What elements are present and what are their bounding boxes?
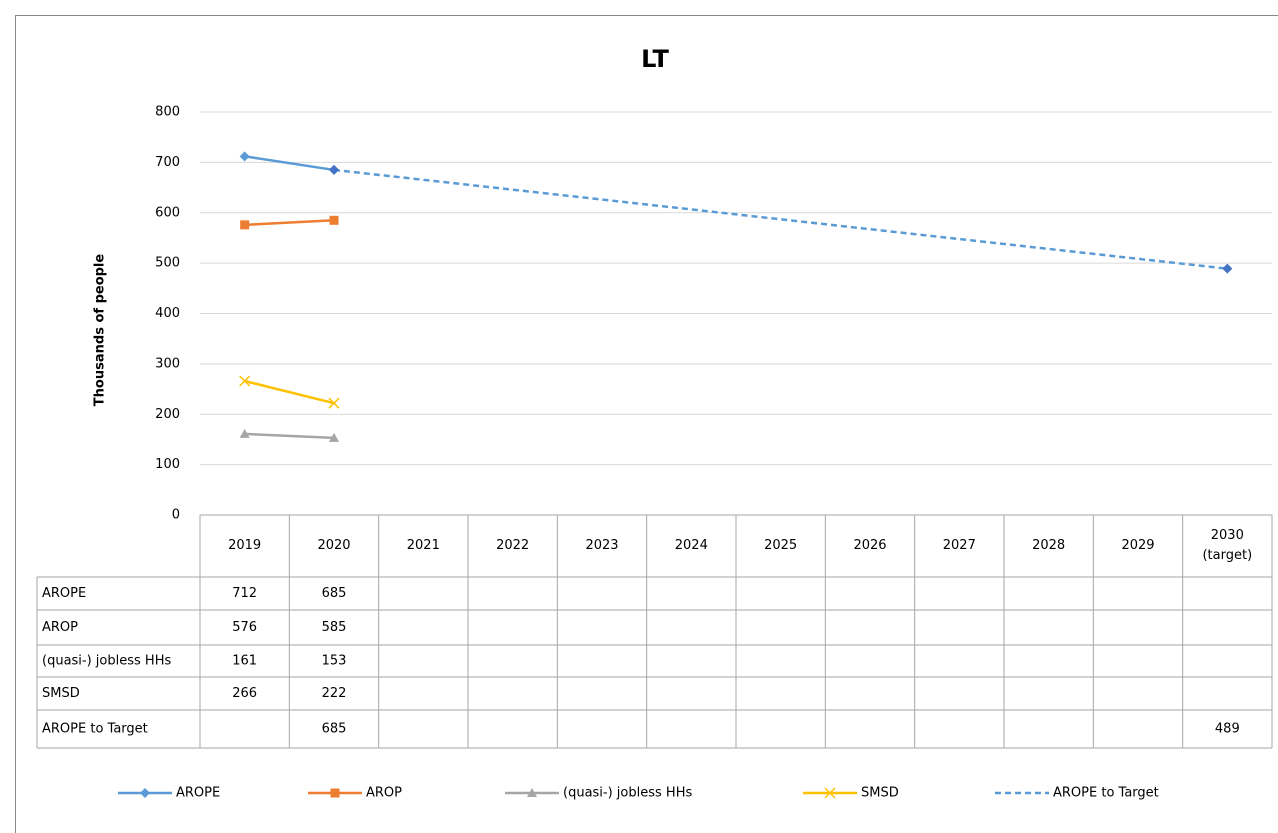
- data-point: [240, 220, 250, 230]
- legend-marker: [824, 787, 836, 799]
- legend-label: (quasi-) jobless HHs: [563, 786, 692, 801]
- legend-marker: [527, 788, 537, 797]
- data-point: [1222, 263, 1233, 274]
- data-point: [329, 432, 339, 442]
- legend-label: SMSD: [861, 786, 899, 801]
- x-tick-label: 2027: [942, 538, 976, 553]
- y-tick-label: 0: [172, 508, 180, 523]
- legend-label: AROP: [366, 786, 402, 801]
- row-label: AROP: [42, 620, 78, 635]
- y-tick-label: 300: [155, 356, 180, 371]
- data-point: [239, 375, 251, 387]
- series-line: [244, 432, 335, 440]
- data-point: [329, 164, 339, 175]
- y-axis-title: Thousands of people: [93, 254, 108, 407]
- y-tick-label: 400: [155, 306, 180, 321]
- chart-title: LT: [641, 45, 669, 73]
- table-value: 712: [232, 586, 257, 601]
- x-tick-label: 2021: [406, 538, 440, 553]
- x-tick-label: 2029: [1121, 538, 1155, 553]
- x-tick-label: 2028: [1032, 538, 1066, 553]
- y-tick-label: 800: [155, 105, 180, 120]
- table-value: 161: [232, 654, 257, 669]
- legend-marker: [330, 788, 340, 798]
- legend-label: AROPE: [176, 786, 220, 801]
- y-tick-label: 700: [155, 155, 180, 170]
- table-value: 266: [232, 686, 257, 701]
- legend-label: AROPE to Target: [1053, 786, 1159, 801]
- table-value: 222: [322, 686, 347, 701]
- x-tick-label: 2030 (target): [1202, 528, 1253, 563]
- row-label: (quasi-) jobless HHs: [42, 654, 171, 669]
- data-point: [239, 428, 250, 438]
- x-tick-label: 2025: [764, 538, 798, 553]
- x-tick-label: 2022: [496, 538, 530, 553]
- x-tick-label: 2024: [674, 538, 708, 553]
- y-tick-label: 100: [155, 457, 180, 472]
- data-point: [329, 215, 339, 225]
- series-line: [244, 155, 335, 172]
- x-tick-label: 2020: [317, 538, 351, 553]
- table-value: 585: [322, 620, 347, 635]
- table-value: 153: [322, 654, 347, 669]
- table-value: 685: [322, 586, 347, 601]
- data-point: [239, 151, 250, 162]
- legend-marker: [140, 788, 150, 798]
- y-tick-label: 600: [155, 205, 180, 220]
- x-tick-label: 2019: [228, 538, 262, 553]
- x-tick-label: 2026: [853, 538, 887, 553]
- data-point: [328, 397, 340, 409]
- table-value: 685: [322, 722, 347, 737]
- y-tick-label: 200: [155, 407, 180, 422]
- row-label: AROPE: [42, 586, 86, 601]
- table-value: 489: [1215, 722, 1240, 737]
- series-line: [244, 379, 335, 405]
- row-label: SMSD: [42, 686, 80, 701]
- y-tick-label: 500: [155, 256, 180, 271]
- series-line: [244, 219, 335, 227]
- x-tick-label: 2023: [585, 538, 619, 553]
- table-value: 576: [232, 620, 257, 635]
- row-label: AROPE to Target: [42, 722, 148, 737]
